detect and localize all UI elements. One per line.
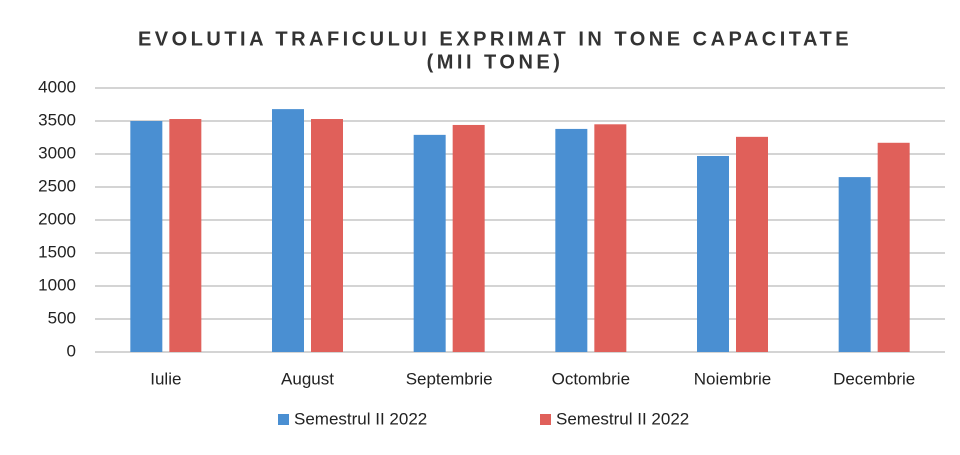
x-tick-label: Octombrie — [552, 369, 630, 388]
y-tick-label: 4000 — [38, 77, 76, 96]
bar — [838, 177, 871, 352]
bar — [594, 124, 627, 352]
bar — [413, 134, 446, 352]
y-tick-label: 2000 — [38, 209, 76, 228]
bar — [736, 136, 768, 352]
chart-title: EVOLUTIA TRAFICULUI EXPRIMAT IN TONE CAP… — [138, 28, 852, 50]
y-tick-label: 1000 — [38, 275, 76, 294]
bar — [169, 119, 202, 353]
y-tick-label: 1500 — [38, 242, 76, 261]
x-tick-label: Noiembrie — [694, 369, 771, 388]
y-tick-label: 3500 — [38, 110, 76, 129]
legend-label: Semestrul II 2022 — [294, 409, 427, 428]
legend-label: Semestrul II 2022 — [556, 409, 689, 428]
bar — [877, 142, 910, 352]
x-tick-label: Septembrie — [406, 369, 493, 388]
y-tick-label: 3000 — [38, 143, 76, 162]
x-tick-label: Iulie — [150, 369, 181, 388]
bar — [555, 128, 588, 352]
legend-swatch — [278, 414, 289, 425]
chart-subtitle: (MII TONE) — [427, 51, 564, 73]
y-tick-label: 0 — [67, 341, 76, 360]
y-tick-label: 2500 — [38, 176, 76, 195]
bar — [130, 121, 163, 352]
bar — [452, 124, 485, 353]
legend-swatch — [540, 414, 551, 425]
x-tick-label: Decembrie — [833, 369, 915, 388]
x-tick-label: August — [281, 369, 334, 388]
bar — [272, 109, 304, 353]
bar — [311, 119, 343, 353]
y-tick-label: 500 — [48, 308, 76, 327]
bar — [697, 155, 729, 352]
